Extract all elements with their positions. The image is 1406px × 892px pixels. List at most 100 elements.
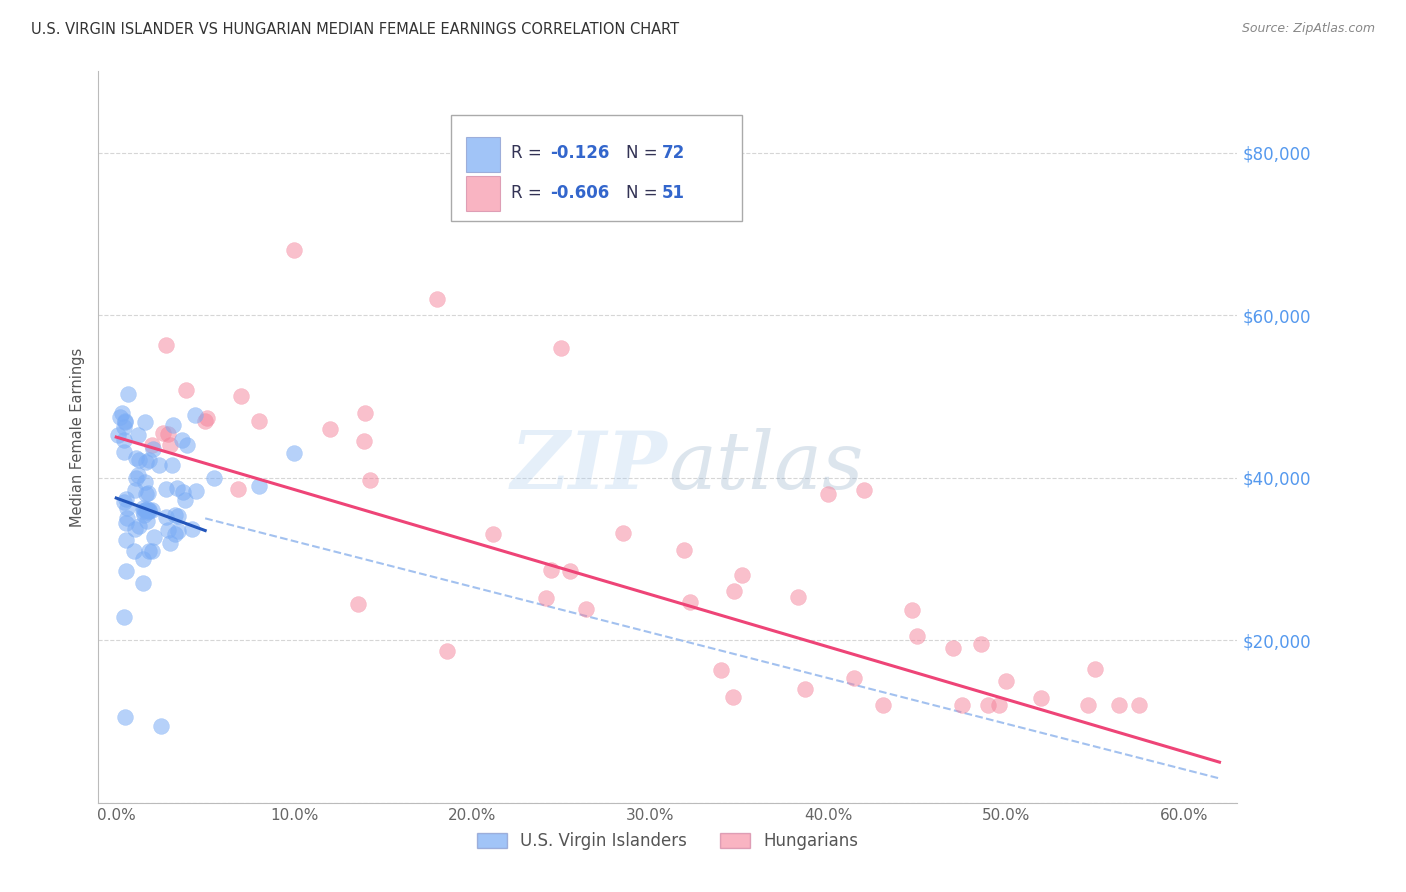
Point	[970, 637, 993, 651]
Point	[142, 530, 165, 544]
Point	[678, 594, 700, 608]
Point	[481, 527, 503, 541]
Point	[534, 591, 557, 605]
Point	[793, 681, 815, 696]
Point	[110, 406, 132, 420]
Point	[136, 501, 159, 516]
Point	[152, 425, 174, 440]
Point	[172, 484, 194, 499]
Point	[160, 458, 183, 473]
Point	[114, 710, 136, 724]
Point	[149, 718, 172, 732]
Point	[112, 420, 135, 434]
Text: R =: R =	[510, 145, 547, 162]
Point	[127, 468, 149, 483]
Point	[138, 502, 160, 516]
Point	[136, 514, 159, 528]
Text: -0.126: -0.126	[551, 145, 610, 162]
Point	[842, 672, 865, 686]
Point	[173, 492, 195, 507]
Point	[142, 442, 165, 456]
Text: atlas: atlas	[668, 427, 863, 505]
Point	[155, 509, 177, 524]
Point	[134, 475, 156, 489]
Point	[166, 481, 188, 495]
Point	[976, 698, 998, 713]
Point	[710, 663, 733, 677]
Point	[901, 603, 924, 617]
Point	[156, 427, 179, 442]
Point	[132, 576, 155, 591]
Point	[942, 641, 965, 656]
Point	[117, 387, 139, 401]
Point	[723, 690, 745, 704]
Point	[195, 411, 218, 425]
Point	[138, 504, 160, 518]
Point	[425, 292, 447, 306]
Point	[112, 494, 135, 508]
Point	[135, 486, 157, 500]
Legend: U.S. Virgin Islanders, Hungarians: U.S. Virgin Islanders, Hungarians	[470, 825, 866, 856]
Point	[550, 341, 572, 355]
Point	[574, 602, 596, 616]
Point	[174, 384, 197, 398]
Point	[283, 243, 305, 257]
Point	[612, 526, 634, 541]
Text: Source: ZipAtlas.com: Source: ZipAtlas.com	[1241, 22, 1375, 36]
Point	[872, 698, 894, 713]
Point	[124, 483, 146, 497]
Point	[134, 503, 156, 517]
Point	[112, 610, 135, 624]
Point	[170, 433, 193, 447]
Text: R =: R =	[510, 184, 547, 202]
Point	[347, 597, 370, 611]
Point	[114, 533, 136, 547]
FancyBboxPatch shape	[451, 115, 742, 221]
Point	[163, 508, 186, 522]
Bar	[467, 136, 501, 172]
Point	[141, 544, 163, 558]
Point	[125, 451, 148, 466]
Point	[359, 473, 381, 487]
Text: ZIP: ZIP	[510, 427, 668, 505]
Point	[165, 526, 187, 541]
Point	[135, 455, 157, 469]
Point	[852, 483, 875, 497]
Point	[114, 491, 136, 506]
Point	[228, 482, 250, 496]
Text: 51: 51	[662, 184, 685, 202]
Point	[354, 406, 377, 420]
Point	[283, 446, 305, 460]
Point	[1128, 698, 1150, 713]
Point	[128, 453, 150, 467]
Point	[131, 552, 153, 566]
Point	[987, 698, 1010, 713]
Point	[132, 508, 155, 522]
Point	[730, 567, 752, 582]
Point	[157, 523, 180, 537]
Point	[319, 422, 342, 436]
Point	[148, 458, 170, 472]
Point	[1029, 690, 1052, 705]
Text: 72: 72	[662, 145, 685, 162]
Point	[202, 471, 225, 485]
Text: N =: N =	[626, 145, 662, 162]
Point	[162, 417, 184, 432]
Point	[138, 544, 160, 558]
Point	[115, 564, 138, 578]
Point	[176, 438, 198, 452]
Point	[950, 698, 973, 713]
Point	[186, 483, 208, 498]
Point	[112, 433, 135, 447]
Point	[673, 543, 696, 558]
Point	[560, 564, 582, 578]
Point	[353, 434, 375, 448]
Point	[117, 501, 139, 516]
Point	[117, 511, 139, 525]
Point	[127, 428, 149, 442]
Point	[128, 519, 150, 533]
Point	[1084, 662, 1107, 676]
Point	[114, 414, 136, 428]
Bar	[467, 176, 501, 211]
Point	[905, 629, 928, 643]
